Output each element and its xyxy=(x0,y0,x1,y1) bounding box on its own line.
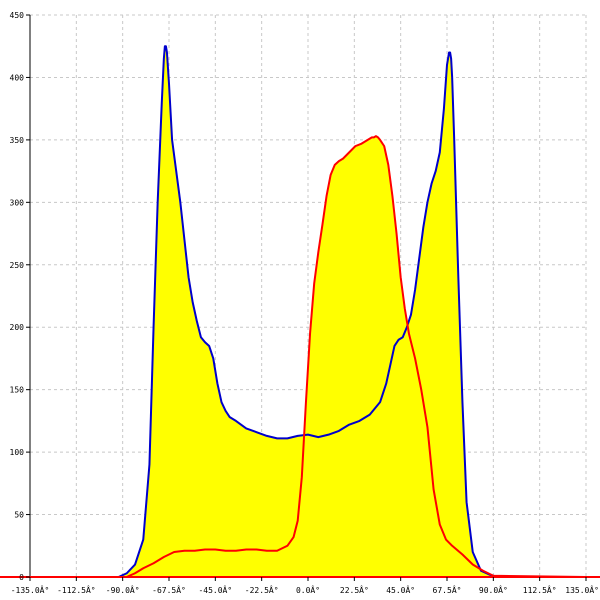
series-line-red xyxy=(29,135,587,578)
x-tick-label: -90.0Â° xyxy=(106,584,140,595)
x-tick-label: -112.5Â° xyxy=(57,584,96,595)
area-fill xyxy=(30,46,586,578)
y-tick-label: 50 xyxy=(14,511,24,520)
series-layer xyxy=(29,45,587,578)
tick-label-layer: 0 50 100 150 200 250 300 350 400 450 -135.0Â° -112.… xyxy=(10,11,599,595)
y-tick-label: 300 xyxy=(10,198,25,207)
y-tick-label: 0 xyxy=(19,573,24,582)
axis-layer xyxy=(0,14,600,581)
y-tick-label: 200 xyxy=(10,323,25,332)
fill-layer xyxy=(30,46,586,578)
y-tick-label: 150 xyxy=(10,386,25,395)
x-tick-label: -135.0Â° xyxy=(11,584,50,595)
y-tick-label: 250 xyxy=(10,261,25,270)
x-tick-label: 67.5Â° xyxy=(433,584,462,595)
x-tick-label: -22.5Â° xyxy=(245,584,279,595)
series-line-blue xyxy=(29,45,587,578)
x-tick-label: 135.0Â° xyxy=(565,584,599,595)
y-tick-label: 450 xyxy=(10,11,25,20)
y-tick-label: 100 xyxy=(10,448,25,457)
x-tick-label: 0.0Â° xyxy=(296,584,320,595)
x-tick-label: 90.0Â° xyxy=(479,584,508,595)
x-tick-label: 22.5Â° xyxy=(340,584,369,595)
x-tick-label: -67.5Â° xyxy=(152,584,186,595)
y-tick-label: 350 xyxy=(10,136,25,145)
x-tick-label: -45.0Â° xyxy=(198,584,232,595)
y-tick-label: 400 xyxy=(10,73,25,82)
x-tick-label: 45.0Â° xyxy=(386,584,415,595)
x-tick-label: 112.5Â° xyxy=(523,584,557,595)
